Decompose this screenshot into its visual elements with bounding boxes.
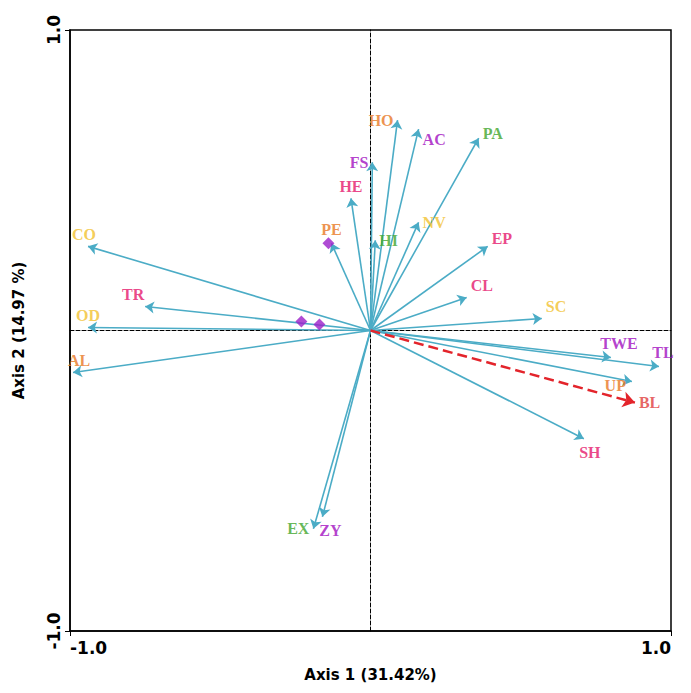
- svg-text:TWE: TWE: [600, 335, 637, 352]
- svg-text:AL: AL: [68, 352, 90, 369]
- svg-text:CO: CO: [72, 226, 96, 243]
- svg-text:UP: UP: [605, 377, 627, 394]
- svg-text:OD: OD: [76, 307, 100, 324]
- svg-text:CL: CL: [471, 277, 493, 294]
- svg-text:SC: SC: [546, 298, 566, 315]
- svg-text:FS: FS: [350, 154, 369, 171]
- svg-text:PE: PE: [321, 221, 341, 238]
- svg-text:Axis 1 (31.42%): Axis 1 (31.42%): [304, 666, 436, 684]
- svg-text:HE: HE: [339, 178, 362, 195]
- svg-text:EP: EP: [492, 230, 513, 247]
- svg-text:EX: EX: [287, 520, 310, 537]
- svg-text:HI: HI: [379, 232, 398, 249]
- svg-text:PA: PA: [483, 125, 504, 142]
- svg-text:BL: BL: [639, 394, 660, 411]
- svg-text:AC: AC: [423, 131, 446, 148]
- svg-text:TR: TR: [122, 286, 145, 303]
- svg-text:SH: SH: [579, 444, 601, 461]
- svg-text:HO: HO: [369, 112, 394, 129]
- svg-text:1.0: 1.0: [44, 15, 64, 45]
- svg-text:1.0: 1.0: [641, 638, 671, 658]
- svg-text:-1.0: -1.0: [44, 612, 64, 649]
- svg-text:ZY: ZY: [319, 522, 342, 539]
- svg-text:-1.0: -1.0: [70, 638, 107, 658]
- svg-text:TL: TL: [652, 344, 673, 361]
- svg-text:NV: NV: [423, 214, 447, 231]
- svg-text:Axis 2 (14.97 %): Axis 2 (14.97 %): [10, 262, 28, 400]
